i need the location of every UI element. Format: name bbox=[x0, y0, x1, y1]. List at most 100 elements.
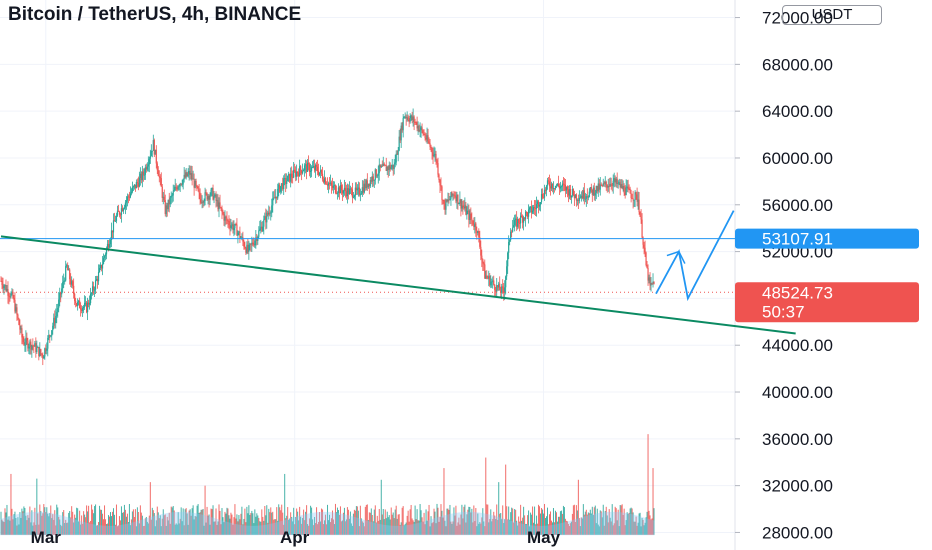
volume-bar bbox=[257, 515, 259, 535]
volume-bar bbox=[434, 511, 436, 535]
volume-bar bbox=[263, 520, 265, 535]
volume-bar bbox=[21, 508, 23, 535]
candle-body bbox=[140, 173, 142, 181]
volume-bar bbox=[68, 512, 70, 535]
candle-body bbox=[149, 155, 151, 159]
chart-drawings[interactable] bbox=[0, 210, 796, 335]
volume-bar bbox=[149, 482, 151, 535]
volume-bar bbox=[249, 514, 251, 535]
candle-body bbox=[282, 183, 284, 190]
candle-body bbox=[345, 191, 348, 197]
candle-body bbox=[592, 187, 594, 195]
volume-bar bbox=[145, 516, 147, 535]
candle-body bbox=[473, 224, 475, 228]
candle-body bbox=[241, 237, 243, 239]
volume-bar bbox=[185, 508, 187, 535]
candle-body bbox=[28, 346, 30, 349]
candle-body bbox=[290, 173, 292, 182]
candle-body bbox=[388, 165, 390, 171]
candle-body bbox=[385, 165, 387, 171]
volume-bar bbox=[558, 516, 560, 535]
volume-bar bbox=[619, 505, 621, 535]
candle-body bbox=[57, 307, 59, 312]
currency-selector[interactable]: USDT bbox=[782, 5, 882, 25]
volume-bar bbox=[361, 521, 363, 535]
volume-bar bbox=[518, 516, 520, 535]
volume-bar bbox=[643, 525, 645, 535]
candle-body bbox=[105, 248, 108, 255]
candle-body bbox=[316, 166, 319, 172]
candle-body bbox=[249, 243, 251, 245]
candle-body bbox=[74, 293, 76, 302]
candle-body bbox=[458, 203, 460, 205]
candle-body bbox=[300, 166, 302, 171]
volume-bar bbox=[52, 514, 54, 535]
volume-bar bbox=[252, 513, 254, 535]
volume-bar bbox=[219, 510, 221, 535]
candle-body bbox=[111, 230, 114, 233]
volume-bar bbox=[106, 524, 108, 535]
volume-bar bbox=[581, 518, 583, 535]
volume-bar bbox=[359, 505, 361, 535]
volume-bar bbox=[541, 508, 543, 535]
time-axis[interactable]: Mar Apr May bbox=[31, 528, 561, 547]
candle-body bbox=[34, 343, 36, 347]
volume-bar bbox=[371, 514, 373, 535]
volume-bar bbox=[456, 525, 458, 535]
price-axis[interactable]: 72000.00 68000.00 64000.00 60000.00 56000.00… bbox=[735, 9, 833, 543]
candle-body bbox=[128, 196, 131, 198]
volume-bar bbox=[344, 521, 346, 535]
volume-bar bbox=[630, 507, 632, 535]
volume-bar bbox=[479, 522, 481, 535]
volume-bar bbox=[588, 513, 590, 535]
volume-bar bbox=[552, 508, 554, 535]
volume-bar bbox=[369, 512, 371, 535]
volume-bar bbox=[380, 479, 382, 535]
volume-bar bbox=[335, 512, 337, 535]
candle-body bbox=[271, 205, 273, 213]
candle-body bbox=[104, 254, 107, 257]
candle-body bbox=[80, 308, 82, 310]
candle-body bbox=[97, 271, 100, 282]
volume-bar bbox=[374, 505, 376, 535]
candle-body bbox=[296, 171, 298, 177]
volume-bar bbox=[218, 504, 220, 535]
candle-body bbox=[339, 185, 342, 194]
candle-body bbox=[539, 202, 542, 205]
candle-body bbox=[284, 178, 286, 179]
candle-body bbox=[89, 293, 92, 304]
volume-bar bbox=[326, 524, 328, 535]
candle-body bbox=[612, 180, 614, 186]
candle-body bbox=[18, 318, 20, 325]
volume-bar bbox=[536, 515, 538, 535]
candle-body bbox=[577, 200, 579, 202]
candle-body bbox=[253, 244, 255, 246]
candle-body bbox=[333, 185, 336, 187]
candle-body bbox=[234, 224, 236, 228]
candle-body bbox=[15, 307, 17, 312]
candle-body bbox=[12, 291, 14, 298]
volume-bar bbox=[319, 511, 321, 535]
candle-body bbox=[29, 341, 31, 347]
candle-body bbox=[434, 153, 436, 155]
candle-body bbox=[399, 136, 401, 141]
candle-body bbox=[328, 183, 331, 185]
volume-bar bbox=[87, 511, 89, 535]
candle-body bbox=[245, 248, 247, 253]
last-price-tag bbox=[735, 282, 919, 323]
candle-body bbox=[465, 205, 467, 215]
candle-body bbox=[299, 166, 301, 177]
volume-bar bbox=[383, 519, 385, 535]
candle-body bbox=[501, 286, 503, 293]
volume-bar bbox=[81, 515, 83, 535]
candle-body bbox=[4, 285, 6, 287]
volume-bar bbox=[650, 519, 652, 535]
volume-bar bbox=[140, 512, 142, 535]
volume-bar bbox=[325, 514, 327, 535]
candle-body bbox=[381, 165, 383, 167]
candle-body bbox=[78, 300, 80, 303]
volume-bar bbox=[459, 524, 461, 535]
volume-bar bbox=[151, 507, 153, 535]
candle-body bbox=[570, 195, 572, 198]
